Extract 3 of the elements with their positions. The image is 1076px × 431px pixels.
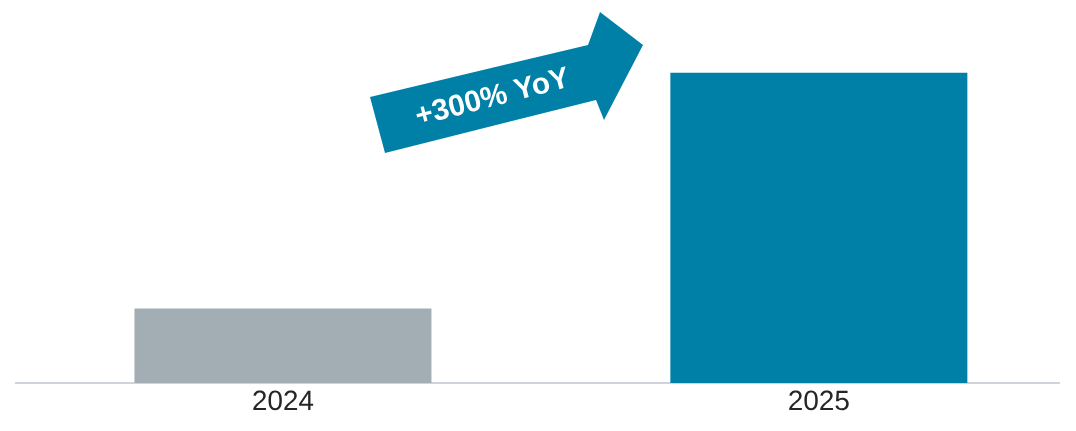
annotation: +300% YoY — [416, 66, 566, 122]
x-tick-label: 2025 — [789, 390, 849, 411]
x-tick-label: 2024 — [253, 390, 314, 411]
